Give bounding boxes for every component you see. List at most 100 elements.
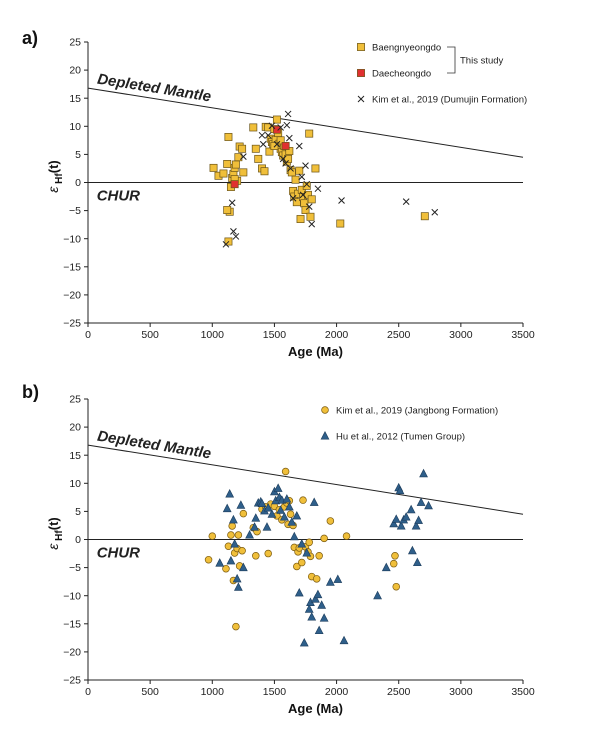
depleted-mantle-line — [87, 87, 524, 158]
data-point — [258, 131, 266, 139]
y-tick-label: 20 — [69, 422, 81, 434]
data-point — [286, 510, 295, 518]
data-point — [333, 574, 343, 583]
y-tick-label: −20 — [63, 290, 81, 302]
x-axis-label: Age (Ma) — [288, 701, 343, 716]
data-point — [414, 515, 423, 524]
legend-label: Baengnyeongdo — [372, 43, 441, 54]
data-point — [224, 542, 233, 550]
data-point — [338, 197, 345, 204]
data-point — [225, 489, 235, 498]
data-point — [402, 198, 410, 205]
y-tick-label: 15 — [69, 93, 81, 105]
data-point — [431, 208, 439, 216]
x-tick-label: 1000 — [201, 686, 225, 698]
data-point — [416, 497, 426, 506]
data-point — [282, 160, 289, 167]
data-point — [307, 612, 317, 621]
data-point — [308, 220, 316, 228]
data-point — [230, 180, 239, 189]
data-point — [303, 180, 311, 188]
data-point — [326, 517, 335, 525]
data-point — [287, 517, 297, 526]
data-point — [302, 181, 311, 190]
x-tick-label: 3500 — [511, 329, 535, 341]
data-point — [285, 134, 293, 142]
data-point — [314, 625, 324, 635]
data-point — [226, 555, 236, 565]
data-point — [239, 509, 248, 518]
data-point — [268, 122, 276, 130]
legend-marker — [357, 69, 365, 77]
data-point — [270, 142, 279, 150]
data-point — [223, 206, 232, 214]
data-point — [300, 199, 309, 208]
data-point — [219, 169, 228, 178]
data-point — [320, 534, 328, 543]
x-tick-label: 2000 — [325, 329, 349, 341]
data-point — [227, 531, 235, 539]
data-point — [222, 564, 230, 573]
data-point — [314, 185, 322, 193]
data-point — [229, 514, 238, 524]
x-tick-label: 3000 — [449, 686, 473, 698]
data-point — [283, 121, 291, 129]
y-tick-label: 25 — [69, 394, 81, 406]
legend-marker — [357, 95, 365, 103]
data-point — [299, 637, 309, 647]
y-tick-label: −25 — [63, 675, 81, 687]
legend: Baengnyeongdo Daecheongdo Kim et al., 2019… — [357, 43, 527, 106]
data-point — [232, 573, 242, 583]
y-tick-label: −10 — [63, 233, 81, 245]
legend-label: Daecheongdo — [372, 69, 431, 80]
data-point — [342, 532, 351, 540]
chart-panel-b: b) −25 −20 −15 −10 −5 0 5 10 15 20 25 0 500 1000 1500 20… — [22, 382, 535, 716]
data-point — [287, 165, 294, 172]
data-point — [305, 129, 314, 138]
legend-bracket — [447, 46, 456, 74]
data-point — [317, 600, 327, 609]
series-0 — [209, 115, 429, 246]
y-tick-label: 10 — [69, 121, 81, 133]
data-point — [298, 558, 306, 567]
data-point — [260, 167, 269, 176]
data-point — [284, 501, 294, 511]
data-point — [230, 539, 240, 548]
chart-panel-a: a) −25 −20 −15 −10 −5 0 5 10 15 20 25 0 500 1000 1500 20… — [22, 28, 535, 359]
series-0 — [204, 467, 400, 631]
data-point — [295, 142, 303, 150]
data-point — [233, 582, 243, 591]
data-point — [222, 240, 230, 248]
data-point — [240, 153, 247, 161]
x-tick-label: 2500 — [387, 329, 411, 341]
data-point — [250, 522, 259, 531]
data-point — [224, 133, 233, 141]
data-point — [279, 155, 287, 163]
legend-marker — [320, 431, 330, 440]
data-point — [406, 504, 416, 514]
data-point — [273, 140, 281, 148]
data-point — [306, 212, 315, 221]
y-tick-label: 25 — [69, 37, 81, 49]
data-point — [264, 131, 272, 139]
y-tick-label: 10 — [69, 478, 81, 490]
legend-marker — [357, 43, 365, 51]
data-point — [302, 162, 309, 169]
x-tick-label: 3000 — [449, 329, 473, 341]
data-point — [301, 206, 310, 214]
data-point — [267, 509, 277, 518]
y-tick-label: 15 — [69, 450, 81, 462]
data-point — [389, 518, 399, 528]
y-tick-label: 5 — [75, 506, 81, 518]
data-point — [232, 233, 240, 240]
data-point — [420, 212, 429, 221]
y-tick-label: 20 — [69, 65, 81, 77]
data-point — [289, 531, 299, 541]
data-point — [315, 552, 323, 560]
data-point — [249, 123, 258, 132]
data-point — [302, 548, 312, 557]
data-point — [282, 494, 292, 503]
data-point — [299, 191, 307, 199]
data-point — [232, 622, 240, 631]
